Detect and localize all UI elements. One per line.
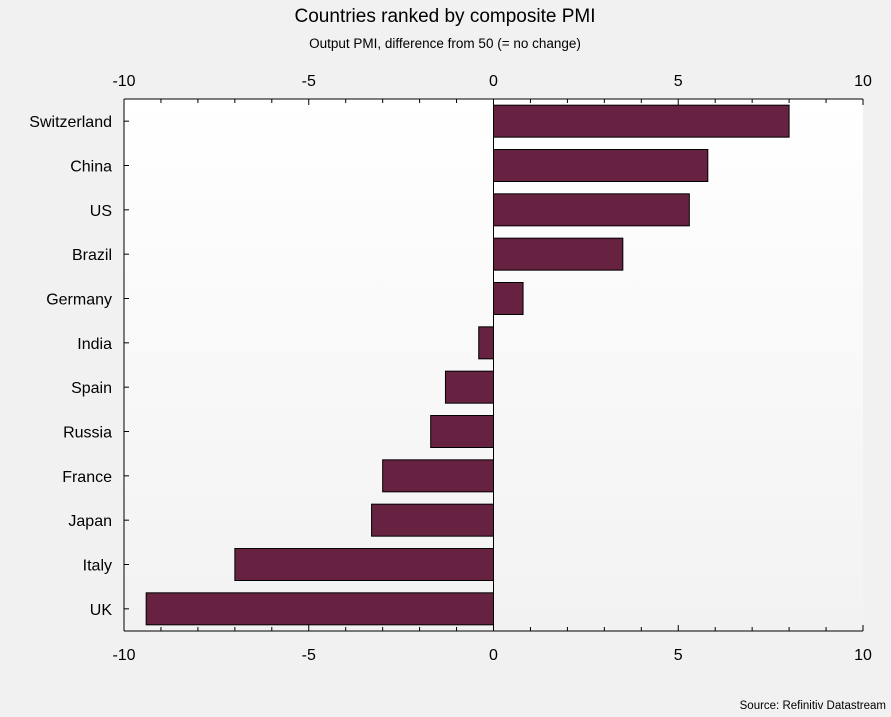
- category-label: Italy: [83, 558, 112, 575]
- bar-us: [493, 193, 690, 227]
- bottom-tick-label: -10: [112, 647, 135, 664]
- category-label: Brazil: [72, 247, 112, 264]
- bottom-tick-label: 5: [674, 647, 683, 664]
- category-label: US: [90, 203, 112, 220]
- bar-uk: [145, 592, 494, 626]
- top-tick-label: -10: [112, 73, 135, 90]
- top-x-axis: -10 -5 0 5 10: [112, 73, 872, 105]
- top-tick-label: 5: [674, 73, 683, 90]
- bottom-tick-label: 10: [854, 647, 872, 664]
- top-tick-label: -5: [302, 73, 316, 90]
- bar-brazil: [493, 237, 624, 271]
- chart-subtitle: Output PMI, difference from 50 (= no cha…: [309, 36, 581, 51]
- category-label: France: [62, 469, 112, 486]
- bar-italy: [234, 548, 494, 581]
- bar-germany: [493, 282, 524, 315]
- bar-france: [382, 459, 494, 493]
- category-label: Russia: [63, 425, 112, 442]
- category-label: Japan: [68, 513, 112, 530]
- bar-switzerland: [493, 104, 790, 138]
- bar-china: [493, 149, 709, 182]
- category-label: Switzerland: [29, 114, 112, 131]
- bar-russia: [430, 415, 494, 448]
- bar-spain: [444, 370, 494, 404]
- bar-india: [478, 326, 495, 360]
- bottom-tick-label: -5: [302, 647, 316, 664]
- category-label: UK: [90, 602, 113, 619]
- category-label: India: [77, 336, 112, 353]
- top-tick-label: 10: [854, 73, 872, 90]
- source-note: Source: Refinitiv Datastream: [740, 700, 886, 712]
- bar-japan: [371, 503, 494, 537]
- category-label: Spain: [71, 380, 112, 397]
- category-label: Germany: [46, 292, 112, 309]
- bottom-tick-label: 0: [489, 647, 498, 664]
- top-tick-label: 0: [489, 73, 498, 90]
- category-labels: Switzerland China US Brazil Germany India Spai…: [29, 99, 129, 631]
- category-label: China: [70, 159, 112, 176]
- chart-title: Countries ranked by composite PMI: [295, 6, 596, 27]
- bottom-x-axis: -10 -5 0 5 10: [112, 625, 872, 664]
- bars: [145, 99, 790, 631]
